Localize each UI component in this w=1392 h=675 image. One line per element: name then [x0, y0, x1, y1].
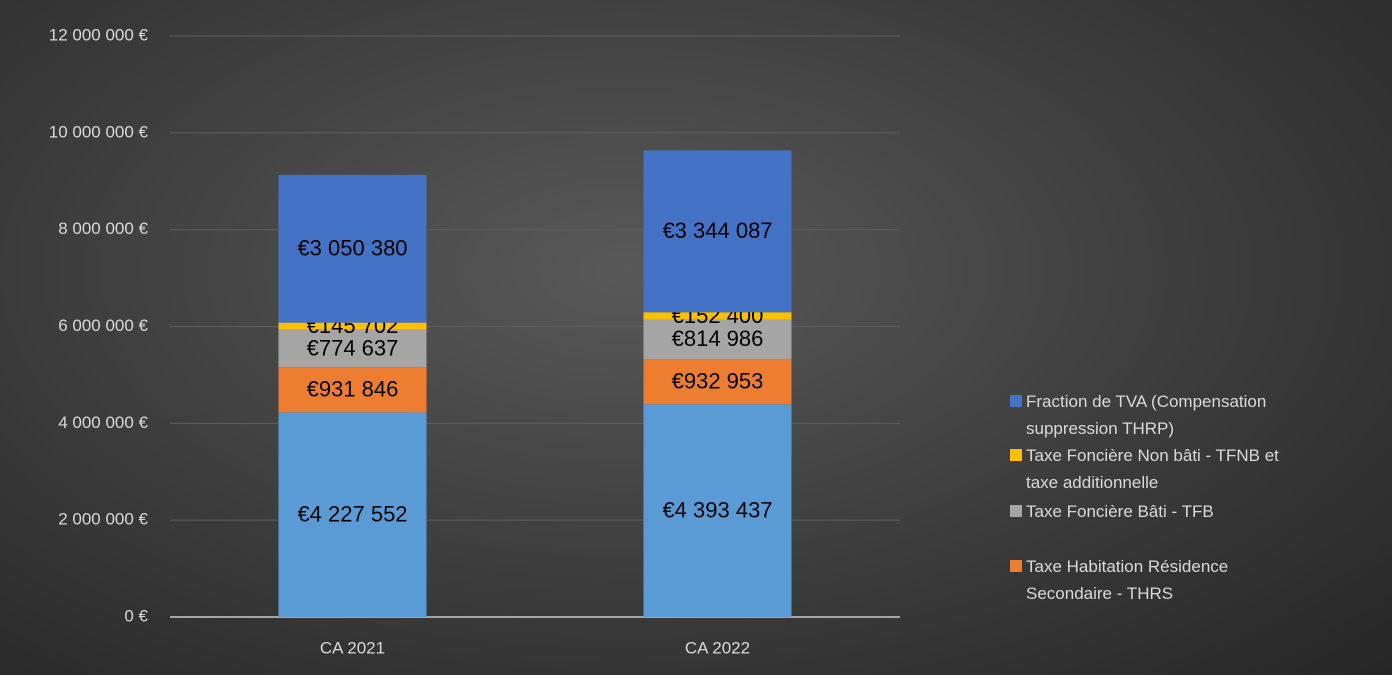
- bar-segment: [643, 404, 792, 617]
- legend-label: Taxe Foncière Non bâti - TFNB et taxe ad…: [1026, 446, 1279, 492]
- legend-swatch: [1010, 395, 1022, 407]
- data-label: €932 953: [672, 369, 764, 394]
- legend-entry: Taxe Habitation Résidence Secondaire - T…: [1010, 553, 1310, 607]
- legend-entry: Taxe Foncière Bâti - TFB: [1010, 498, 1310, 525]
- bar-segment: [278, 412, 427, 617]
- y-tick-label: 10 000 000 €: [49, 122, 149, 141]
- data-label: €3 050 380: [297, 236, 407, 261]
- data-label: €3 344 087: [662, 218, 772, 243]
- legend-entry: Taxe Foncière Non bâti - TFNB et taxe ad…: [1010, 442, 1310, 496]
- data-label: €774 637: [307, 335, 399, 360]
- legend-swatch: [1010, 505, 1022, 517]
- y-tick-label: 8 000 000 €: [58, 219, 148, 238]
- bar-segment: [643, 359, 792, 405]
- legend-swatch: [1010, 560, 1022, 572]
- bar-segment: [643, 312, 792, 320]
- legend-entry: Fraction de TVA (Compensation suppressio…: [1010, 388, 1310, 442]
- bar-segment: [278, 174, 427, 323]
- bar-segment: [278, 367, 427, 413]
- legend-label: Taxe Foncière Bâti - TFB: [1026, 502, 1214, 521]
- bar-segment: [278, 329, 427, 368]
- data-label: €4 393 437: [662, 497, 772, 522]
- bar-segment: [643, 319, 792, 360]
- x-tick-label: CA 2021: [320, 638, 385, 657]
- x-tick-label: CA 2022: [685, 638, 750, 657]
- data-label: €931 846: [307, 377, 399, 402]
- y-tick-label: 0 €: [124, 606, 148, 625]
- legend-label: Taxe Habitation Résidence Secondaire - T…: [1026, 557, 1229, 603]
- legend-label: Fraction de TVA (Compensation suppressio…: [1026, 392, 1267, 438]
- y-tick-label: 2 000 000 €: [58, 510, 148, 529]
- data-label: €4 227 552: [297, 501, 407, 526]
- bar-segment: [643, 150, 792, 313]
- y-tick-label: 6 000 000 €: [58, 316, 148, 335]
- legend-swatch: [1010, 449, 1022, 461]
- y-tick-label: 12 000 000 €: [49, 25, 149, 44]
- bar-segment: [278, 322, 427, 330]
- y-tick-label: 4 000 000 €: [58, 413, 148, 432]
- data-label: €814 986: [672, 326, 764, 351]
